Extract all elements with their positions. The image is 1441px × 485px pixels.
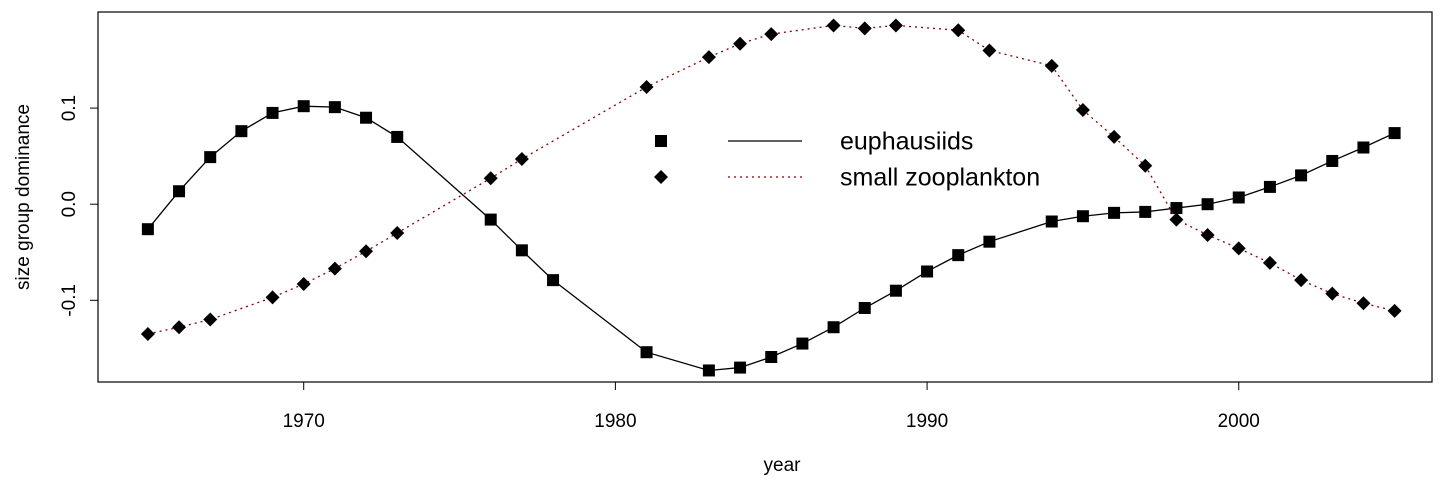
x-tick-label: 1970 <box>283 411 325 432</box>
marker-square <box>235 125 248 138</box>
marker-square <box>1108 206 1121 219</box>
marker-square <box>1295 169 1308 182</box>
y-tick-label: 0.0 <box>59 191 80 217</box>
legend-label: euphausiids <box>840 128 973 156</box>
marker-square <box>328 101 341 114</box>
marker-square <box>484 213 497 226</box>
marker-diamond <box>359 244 374 259</box>
marker-square <box>921 265 934 278</box>
y-tick-label: -0.1 <box>59 284 80 317</box>
marker-diamond <box>764 27 779 42</box>
marker-diamond <box>857 21 872 36</box>
marker-diamond <box>1262 255 1277 270</box>
marker-square <box>266 106 279 119</box>
marker-diamond <box>390 226 405 241</box>
marker-diamond <box>1169 212 1184 227</box>
marker-diamond <box>701 50 716 65</box>
plot-box <box>97 11 1433 383</box>
marker-diamond <box>203 312 218 327</box>
marker-square <box>889 284 902 297</box>
marker-diamond <box>1044 58 1059 73</box>
marker-diamond <box>1325 286 1340 301</box>
marker-diamond <box>1200 227 1215 242</box>
marker-square <box>765 351 778 364</box>
marker-diamond <box>1387 303 1402 318</box>
marker-diamond <box>888 18 903 33</box>
marker-diamond <box>1107 129 1122 144</box>
marker-square <box>141 223 154 236</box>
x-tick-label: 1980 <box>594 411 636 432</box>
marker-diamond <box>1356 296 1371 311</box>
x-axis-title: year <box>764 455 802 476</box>
marker-diamond <box>327 261 342 276</box>
marker-square <box>702 364 715 377</box>
marker-square <box>1139 205 1152 218</box>
marker-square <box>655 135 667 147</box>
marker-square <box>204 151 217 164</box>
marker-diamond <box>483 171 498 186</box>
marker-diamond <box>172 320 187 335</box>
marker-square <box>1170 202 1183 215</box>
marker-square <box>1232 191 1245 204</box>
marker-diamond <box>1075 103 1090 118</box>
marker-diamond <box>982 43 997 58</box>
marker-square <box>1388 127 1401 140</box>
marker-diamond <box>296 276 311 291</box>
marker-square <box>983 235 996 248</box>
x-tick-label: 1990 <box>906 411 948 432</box>
marker-diamond <box>826 18 841 33</box>
marker-square <box>360 111 373 124</box>
marker-diamond <box>654 170 668 184</box>
marker-square <box>796 337 809 350</box>
y-axis-title: size group dominance <box>13 104 34 290</box>
marker-square <box>734 361 747 374</box>
marker-square <box>1045 215 1058 228</box>
series-line <box>147 24 1395 335</box>
marker-square <box>952 249 965 262</box>
marker-square <box>297 100 310 113</box>
marker-diamond <box>733 36 748 51</box>
marker-square <box>1201 198 1214 211</box>
marker-diamond <box>514 152 529 167</box>
marker-diamond <box>951 23 966 38</box>
marker-square <box>827 321 840 334</box>
marker-square <box>391 130 404 143</box>
marker-diamond <box>1294 273 1309 288</box>
x-tick-label: 2000 <box>1218 411 1260 432</box>
marker-square <box>640 346 653 359</box>
marker-square <box>1076 210 1089 223</box>
marker-diamond <box>1138 158 1153 173</box>
y-tick-label: 0.1 <box>59 95 80 121</box>
marker-square <box>1326 154 1339 167</box>
marker-square <box>515 244 528 257</box>
marker-square <box>858 302 871 314</box>
marker-diamond <box>639 79 654 94</box>
marker-diamond <box>265 290 280 305</box>
marker-square <box>547 274 560 287</box>
marker-square <box>173 185 186 198</box>
marker-diamond <box>1231 241 1246 256</box>
marker-square <box>1357 141 1370 154</box>
marker-square <box>1263 180 1276 193</box>
marker-diamond <box>140 326 155 341</box>
legend-label: small zooplankton <box>840 164 1040 192</box>
